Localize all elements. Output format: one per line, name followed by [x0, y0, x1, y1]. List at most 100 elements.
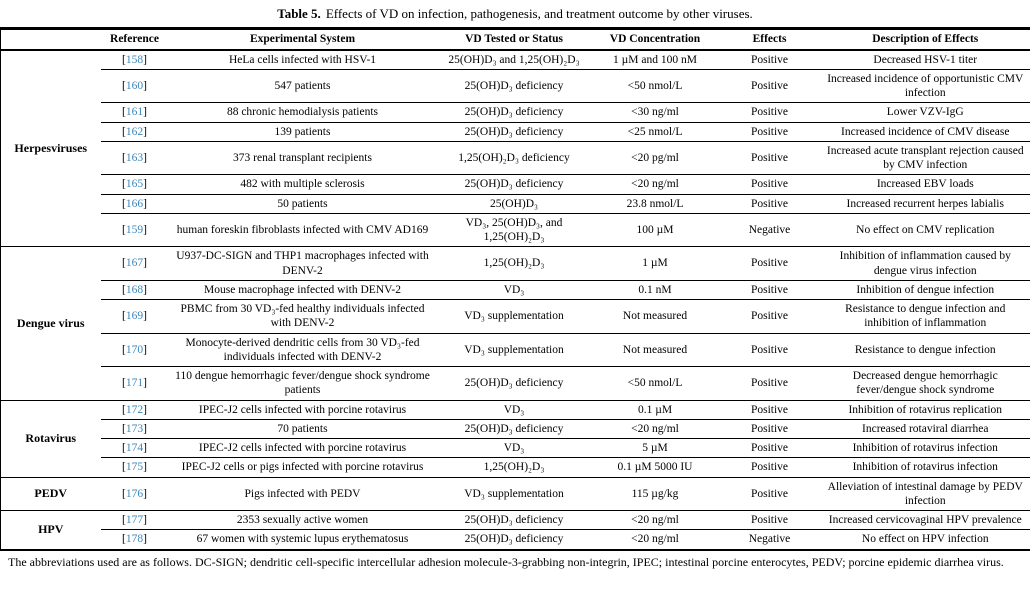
cell-description-of-effects: Inhibition of rotavirus infection — [820, 438, 1030, 458]
reference-link[interactable]: 178 — [125, 533, 144, 546]
reference-link[interactable]: 159 — [125, 223, 144, 236]
reference-citation: 161 — [122, 106, 147, 118]
cell-effect: Negative — [718, 212, 821, 247]
reference-citation: 170 — [122, 344, 147, 356]
reference-citation: 160 — [122, 80, 147, 92]
cell-vd-concentration: 0.1 µM — [591, 399, 719, 420]
cell-vd-concentration: <25 nmol/L — [591, 121, 719, 142]
table-row: 175 IPEC-J2 cells or pigs infected with p… — [1, 457, 1030, 478]
cell-effect: Positive — [718, 438, 821, 458]
cell-experimental-system: 50 patients — [168, 193, 437, 214]
reference-link[interactable]: 173 — [125, 422, 144, 435]
cell-vd-tested-or-status: 25(OH)D₃ deficiency — [436, 366, 592, 401]
cell-effect: Positive — [718, 246, 821, 281]
cell-experimental-system: 88 chronic hemodialysis patients — [168, 102, 437, 123]
reference-link[interactable]: 170 — [125, 343, 144, 356]
reference-link[interactable]: 168 — [125, 283, 144, 296]
reference-link[interactable]: 163 — [125, 151, 144, 164]
cell-effect: Positive — [718, 193, 821, 214]
cell-vd-concentration: 1 µM and 100 nM — [591, 49, 719, 70]
cell-vd-tested-or-status: 25(OH)D₃ — [436, 193, 592, 214]
reference-citation: 173 — [122, 423, 147, 435]
cell-experimental-system: 482 with multiple sclerosis — [168, 174, 437, 195]
cell-vd-concentration: 1 µM — [591, 246, 719, 281]
cell-description-of-effects: No effect on HPV infection — [820, 529, 1030, 550]
table-row: 161 88 chronic hemodialysis patients25(OH… — [1, 102, 1030, 123]
column-header-vd-concentration: VD Concentration — [591, 28, 719, 51]
reference-link[interactable]: 171 — [125, 377, 144, 390]
cell-experimental-system: human foreskin fibroblasts infected with… — [168, 212, 437, 247]
reference-link[interactable]: 172 — [125, 403, 144, 416]
cell-experimental-system: Monocyte-derived dendritic cells from 30… — [168, 332, 437, 367]
cell-effect: Positive — [718, 399, 821, 420]
table-row: Herpesviruses 158 HeLa cells infected with… — [0, 49, 1030, 247]
cell-vd-concentration: Not measured — [591, 332, 719, 367]
effects-table: Reference Experimental System VD Tested … — [0, 27, 1030, 551]
cell-experimental-system: 2353 sexually active women — [168, 510, 437, 530]
column-header-description: Description of Effects — [820, 28, 1030, 51]
cell-vd-tested-or-status: 25(OH)D₃ deficiency — [436, 529, 592, 550]
virus-group-label: Herpesviruses — [0, 49, 101, 247]
virus-group-label: PEDV — [0, 476, 101, 511]
table-caption: Table 5. Effects of VD on infection, path… — [0, 0, 1030, 27]
reference-link[interactable]: 167 — [125, 257, 144, 270]
table-row: 171 110 dengue hemorrhagic fever/dengue s… — [1, 366, 1030, 401]
column-header-virus-group — [0, 28, 101, 51]
cell-effect: Negative — [718, 529, 821, 550]
cell-vd-concentration: <50 nmol/L — [591, 366, 719, 401]
cell-experimental-system: IPEC-J2 cells infected with porcine rota… — [168, 399, 437, 420]
cell-description-of-effects: Alleviation of intestinal damage by PEDV… — [820, 476, 1030, 511]
reference-link[interactable]: 158 — [125, 53, 144, 66]
cell-reference: 174 — [100, 438, 169, 458]
reference-citation: 172 — [122, 404, 147, 416]
cell-reference: 172 — [100, 399, 169, 420]
reference-citation: 163 — [122, 152, 147, 164]
caption-text: Effects of VD on infection, pathogenesis… — [325, 6, 753, 21]
cell-effect: Positive — [718, 366, 821, 401]
cell-reference: 162 — [100, 121, 169, 142]
cell-vd-concentration: 115 µg/kg — [591, 476, 719, 511]
cell-experimental-system: 110 dengue hemorrhagic fever/dengue shoc… — [168, 366, 437, 401]
reference-citation: 158 — [122, 54, 147, 66]
table-footnote: The abbreviations used are as follows. D… — [8, 554, 1004, 569]
reference-link[interactable]: 169 — [125, 310, 144, 323]
cell-reference: 176 — [100, 476, 169, 511]
cell-experimental-system: 373 renal transplant recipients — [168, 140, 437, 175]
cell-description-of-effects: Increased incidence of opportunistic CMV… — [820, 68, 1030, 103]
reference-citation: 162 — [122, 126, 147, 138]
cell-description-of-effects: Decreased HSV-1 titer — [820, 49, 1030, 70]
column-header-reference: Reference — [100, 28, 169, 51]
cell-reference: 177 — [100, 510, 169, 530]
reference-link[interactable]: 165 — [125, 178, 144, 191]
cell-vd-tested-or-status: 25(OH)D₃ and 1,25(OH)₂D₃ — [436, 49, 592, 70]
cell-description-of-effects: Increased acute transplant rejection cau… — [820, 140, 1030, 175]
reference-citation: 177 — [122, 514, 147, 526]
reference-link[interactable]: 162 — [125, 125, 144, 138]
cell-vd-concentration: Not measured — [591, 299, 719, 334]
table-number-label: Table 5. — [277, 6, 321, 21]
table-row: Dengue virus 167 U937-DC-SIGN and THP1 mac… — [0, 246, 1030, 401]
cell-description-of-effects: Inhibition of inflammation caused by den… — [820, 246, 1030, 281]
cell-description-of-effects: Resistance to dengue infection — [820, 332, 1030, 367]
cell-experimental-system: PBMC from 30 VD₃-fed healthy individuals… — [168, 299, 437, 334]
table-body: Herpesviruses 158 HeLa cells infected with… — [0, 49, 1030, 550]
cell-vd-tested-or-status: 25(OH)D₃ deficiency — [436, 510, 592, 530]
reference-link[interactable]: 175 — [125, 461, 144, 474]
reference-link[interactable]: 161 — [125, 106, 144, 119]
table-row: 169 PBMC from 30 VD₃-fed healthy individu… — [1, 299, 1030, 334]
reference-link[interactable]: 160 — [125, 79, 144, 92]
reference-link[interactable]: 174 — [125, 442, 144, 455]
reference-link[interactable]: 176 — [125, 487, 144, 500]
reference-link[interactable]: 166 — [125, 197, 144, 210]
cell-reference: 170 — [100, 332, 169, 367]
virus-group-label: Rotavirus — [0, 399, 101, 478]
cell-effect: Positive — [718, 68, 821, 103]
reference-citation: 178 — [122, 533, 147, 545]
cell-vd-tested-or-status: 25(OH)D₃ deficiency — [436, 68, 592, 103]
table-row: 170 Monocyte-derived dendritic cells from… — [1, 332, 1030, 367]
reference-link[interactable]: 177 — [125, 514, 144, 527]
cell-effect: Positive — [718, 299, 821, 334]
table-row: 174 IPEC-J2 cells infected with porcine r… — [1, 438, 1030, 458]
